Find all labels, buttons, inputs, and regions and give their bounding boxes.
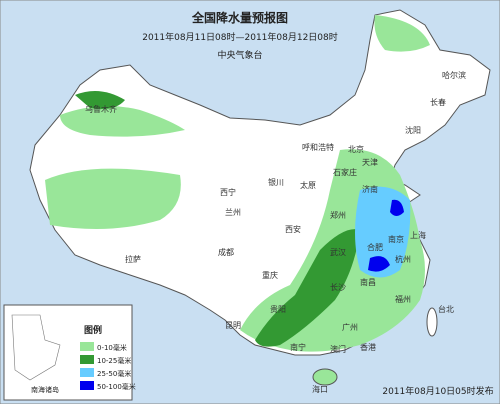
footer: 2011年08月10日05时发布: [382, 385, 493, 397]
city: 合肥: [367, 242, 383, 252]
legend-label: 50-100毫米: [97, 382, 136, 391]
city: 香港: [360, 342, 376, 352]
city: 南宁: [290, 342, 306, 352]
city: 武汉: [330, 247, 346, 257]
city: 沈阳: [405, 125, 421, 135]
city: 南京: [388, 234, 404, 244]
city: 太原: [300, 180, 316, 190]
city: 西宁: [220, 187, 236, 197]
rain-torrential: [368, 256, 390, 272]
hainan: [312, 368, 338, 386]
city: 石家庄: [333, 167, 357, 177]
city: 澳门: [330, 344, 346, 354]
city: 乌鲁木齐: [85, 104, 117, 114]
city: 济南: [362, 184, 378, 194]
rain-light: [60, 106, 185, 137]
city: 西安: [285, 224, 301, 234]
city: 兰州: [225, 207, 241, 217]
city: 杭州: [395, 254, 411, 264]
legend-swatch: [80, 368, 94, 377]
legend-swatch: [80, 342, 94, 351]
city: 郑州: [330, 210, 346, 220]
issuer: 中央气象台: [217, 49, 262, 61]
city: 银川: [268, 177, 284, 187]
city: 海口: [312, 384, 328, 394]
legend-title: 图例: [84, 324, 102, 336]
city: 拉萨: [125, 254, 141, 264]
city: 福州: [395, 295, 411, 304]
city: 呼和浩特: [302, 142, 334, 152]
rain-light: [45, 168, 181, 229]
legend-label: 25-50毫米: [97, 369, 131, 378]
legend-label: 10-25毫米: [97, 356, 131, 365]
city: 广州: [342, 322, 358, 332]
city: 哈尔滨: [442, 70, 466, 80]
rain-moderate: [75, 91, 125, 109]
legend-swatch: [80, 355, 94, 364]
taiwan: [426, 307, 438, 337]
city: 台北: [438, 304, 454, 314]
city: 南昌: [360, 277, 376, 287]
rain-torrential: [390, 199, 404, 216]
city: 贵阳: [270, 304, 286, 314]
rain-areas: [45, 15, 430, 352]
city: 上海: [410, 230, 426, 240]
city: 长春: [430, 97, 446, 107]
city: 成都: [218, 247, 234, 257]
inset-label: 南海诸岛: [31, 385, 59, 394]
legend-swatch: [80, 381, 94, 390]
legend: 南海诸岛 图例 0-10毫米 10-25毫米 25-50毫米 50-100毫米: [3, 304, 136, 401]
inset-map: [11, 314, 61, 381]
city: 天津: [362, 157, 378, 167]
legend-items: 0-10毫米 10-25毫米 25-50毫米 50-100毫米: [80, 342, 136, 391]
city: 重庆: [262, 270, 278, 280]
rain-light: [374, 15, 430, 52]
city: 长沙: [330, 282, 346, 292]
title: 全国降水量预报图: [191, 10, 288, 25]
city: 北京: [348, 144, 364, 154]
city-labels: 乌鲁木齐 拉萨 西宁 兰州 银川 呼和浩特 北京 天津 石家庄 太原 济南 郑州…: [85, 70, 466, 394]
city: 昆明: [225, 321, 241, 330]
period: 2011年08月11日08时—2011年08月12日08时: [142, 31, 338, 43]
rain-moderate: [255, 229, 360, 347]
legend-label: 0-10毫米: [97, 343, 127, 352]
